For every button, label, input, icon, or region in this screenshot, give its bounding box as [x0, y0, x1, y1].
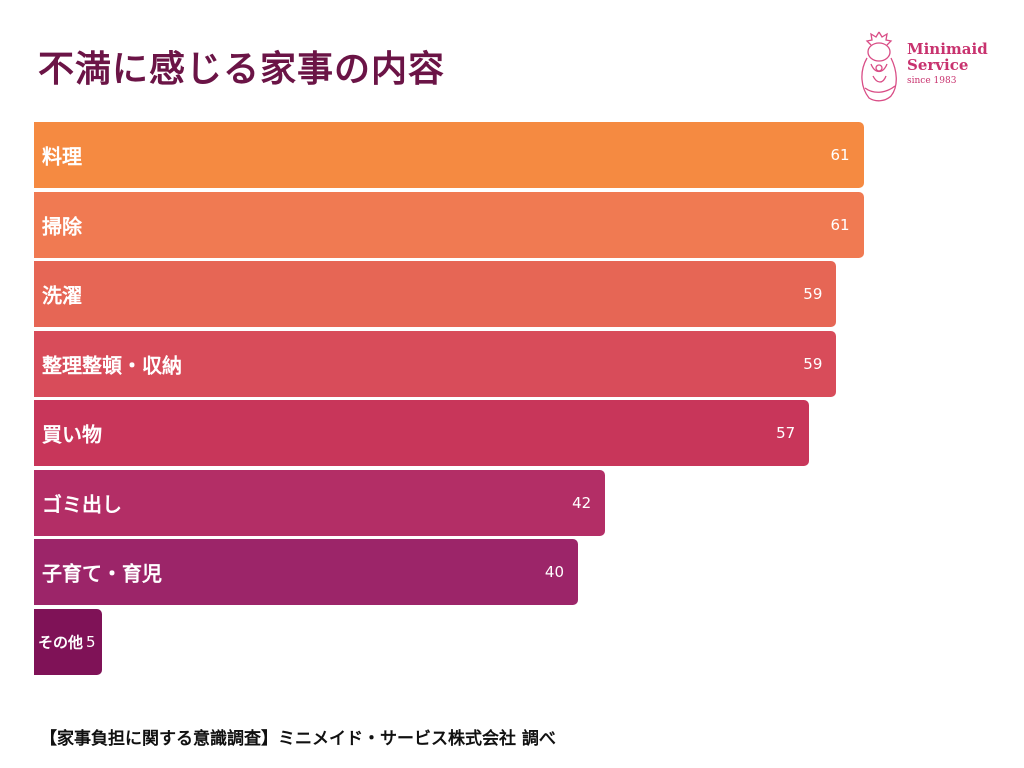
- bar-value-label: 61: [830, 215, 850, 234]
- company-logo: Minimaid Service since 1983: [855, 28, 1005, 104]
- bar-category-label: 整理整頓・収納: [42, 353, 182, 377]
- bar-value-label: 57: [776, 424, 796, 442]
- logo-since: since 1983: [907, 75, 957, 86]
- bar-category-label: 料理: [42, 144, 82, 169]
- bar: その他 5: [34, 608, 102, 675]
- bar-value-label: 59: [803, 285, 823, 303]
- chart-title: 不満に感じる家事の内容: [38, 49, 446, 90]
- bar-value-label: 61: [830, 146, 850, 164]
- bar-category-label: ゴミ出し: [42, 492, 122, 516]
- bar-category-label: 買い物: [42, 422, 102, 447]
- bar-category-label: 洗濯: [42, 283, 82, 308]
- logo-name-line2: Service: [907, 55, 969, 74]
- bar-value-label: 59: [803, 354, 823, 373]
- bar: 整理整頓・収納 59: [34, 330, 837, 397]
- bar: 掃除 61: [34, 191, 864, 258]
- logo-name-line1: Minimaid: [907, 40, 988, 58]
- bar: ゴミ出し 42: [34, 469, 606, 536]
- source-note: 【家事負担に関する意識調査】ミニメイド・サービス株式会社 調べ: [40, 729, 556, 749]
- bar: 買い物 57: [34, 400, 810, 466]
- bar-value-label: 40: [544, 563, 564, 581]
- bar: 洗濯 59: [34, 261, 837, 327]
- bar-category-label: 掃除: [42, 214, 82, 238]
- maid-emblem-icon: [861, 31, 897, 102]
- bar-value-label: 5: [86, 632, 96, 651]
- bar-category-label: 子育て・育児: [42, 561, 162, 586]
- bar-category-label: その他: [38, 633, 84, 651]
- bar-value-label: 42: [572, 493, 592, 512]
- bar: 料理 61: [34, 122, 864, 188]
- bar: 子育て・育児 40: [34, 539, 578, 605]
